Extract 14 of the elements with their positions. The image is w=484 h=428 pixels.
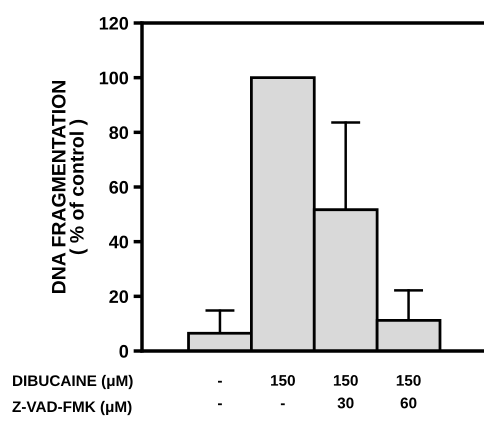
text: Z-VAD-FMK (μM) [12,400,132,416]
y-tick-label: 120 [100,16,128,30]
x-tick-label: 150 30 [334,375,358,408]
category-label: - - [218,380,222,406]
y-tick-label: 60 [109,180,128,194]
text: DIBUCAINE (μM) [13,374,133,390]
y-tick-label: 100 [100,72,128,84]
y-tick-label: 80 [109,126,128,140]
x-tick-label: 150 - [271,375,295,406]
x-tick-label: 150 60 [396,375,421,408]
y-tick-label: 20 [109,290,128,304]
y-tick-label: 0 [119,344,128,358]
y-axis-title: DNA FRAGMENTATION ( % of control ) [52,81,88,293]
y-tick-label: 40 [109,236,128,248]
